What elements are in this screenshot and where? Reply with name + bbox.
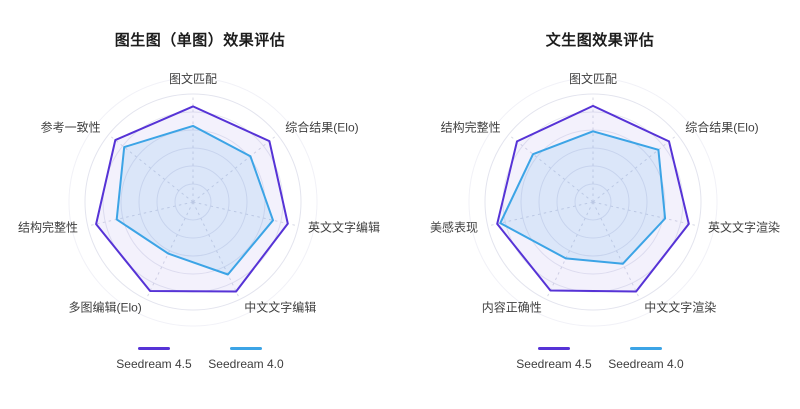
axis-spoke — [545, 201, 594, 300]
axis-label: 英文文字编辑 — [308, 219, 380, 234]
axis-spoke — [487, 201, 594, 227]
axis-label: 结构完整性 — [441, 120, 501, 135]
legend-line-swatch-seedream-4-5 — [538, 347, 570, 350]
series-polygon-seedream-4-5 — [95, 105, 289, 293]
chart-title-image-to-image: 图生图（单图）效果评估 — [114, 32, 286, 49]
axis-label: 内容正确性 — [482, 299, 542, 314]
legend: Seedream 4.5 Seedream 4.0 — [400, 347, 800, 371]
axis-label: 综合结果(Elo) — [285, 120, 358, 135]
chart-panel-image-to-image: 图生图（单图）效果评估 图文匹配综合结果(Elo) 英文文字编辑中文文字编辑 多图编… — [0, 32, 400, 371]
axis-spoke — [87, 201, 194, 227]
series-polygon-seedream-4-0 — [499, 130, 667, 265]
axis-label: 中文文字渲染 — [644, 299, 716, 314]
grid-ring — [84, 93, 302, 311]
axis-label: 综合结果(Elo) — [685, 120, 758, 135]
axis-spoke — [192, 201, 241, 300]
grid-halo-ring — [468, 77, 718, 327]
axis-spoke — [192, 201, 299, 227]
legend-label-seedream-4-0: Seedream 4.0 — [208, 357, 284, 371]
legend-label-seedream-4-0: Seedream 4.0 — [608, 357, 684, 371]
grid-halo-ring — [68, 77, 318, 327]
legend-label-seedream-4-5: Seedream 4.5 — [116, 357, 192, 371]
axis-label: 美感表现 — [430, 219, 478, 234]
axis-spoke — [592, 201, 699, 227]
legend: Seedream 4.5 Seedream 4.0 — [0, 347, 400, 371]
legend-line-swatch-seedream-4-5 — [138, 347, 170, 350]
axis-label: 多图编辑(Elo) — [68, 299, 141, 314]
legend-item-seedream-4-5[interactable]: Seedream 4.5 — [116, 347, 192, 371]
legend-label-seedream-4-5: Seedream 4.5 — [516, 357, 592, 371]
legend-item-seedream-4-0[interactable]: Seedream 4.0 — [608, 347, 684, 371]
axis-label: 图文匹配 — [169, 71, 217, 86]
series-polygon-seedream-4-0 — [115, 124, 274, 276]
legend-item-seedream-4-0[interactable]: Seedream 4.0 — [208, 347, 284, 371]
axis-label: 参考一致性 — [41, 120, 101, 135]
axis-spoke — [592, 201, 641, 300]
axis-label: 结构完整性 — [18, 219, 78, 234]
axis-spoke — [145, 201, 194, 300]
legend-item-seedream-4-5[interactable]: Seedream 4.5 — [516, 347, 592, 371]
legend-line-swatch-seedream-4-0 — [230, 347, 262, 350]
axis-label: 图文匹配 — [569, 71, 617, 86]
grid-ring — [484, 93, 702, 311]
chart-title-text-to-image: 文生图效果评估 — [545, 32, 655, 49]
axis-label: 中文文字编辑 — [244, 299, 316, 314]
chart-panel-text-to-image: 文生图效果评估 图文匹配综合结果(Elo) 英文文字渲染中文文字渲染 内容正确性 美感… — [400, 0, 800, 409]
axis-label: 英文文字渲染 — [708, 219, 780, 234]
legend-line-swatch-seedream-4-0 — [630, 347, 662, 350]
